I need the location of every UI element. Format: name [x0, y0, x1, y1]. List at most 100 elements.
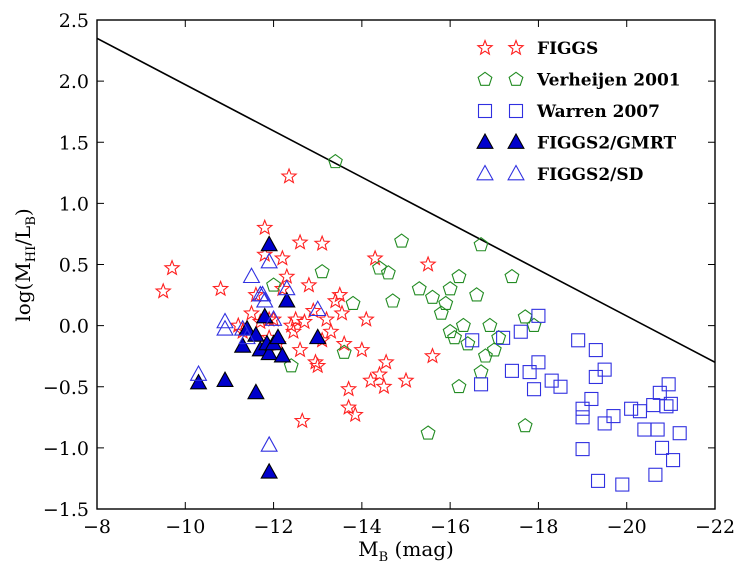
data-point [266, 277, 282, 292]
data-point [433, 305, 449, 320]
data-point [420, 425, 436, 440]
data-point [491, 329, 507, 345]
series-4 [189, 252, 327, 452]
data-point [590, 473, 606, 488]
y-axis-label: log(MHI/LB) [11, 208, 39, 321]
plot-area [97, 37, 715, 492]
data-point [284, 322, 303, 340]
x-axis-label-main: M [358, 537, 378, 561]
data-point [277, 279, 296, 296]
y-tick-label: −1.5 [43, 499, 89, 521]
data-point [504, 363, 519, 378]
data-point [473, 364, 489, 379]
x-tick-label: −16 [430, 516, 470, 538]
data-point [584, 391, 599, 407]
data-point [216, 312, 234, 329]
data-point [333, 304, 351, 321]
data-point [650, 422, 665, 437]
y-tick-label: 0.5 [59, 255, 89, 277]
data-point [313, 234, 331, 252]
data-point [340, 380, 358, 397]
data-point [366, 249, 384, 266]
legend-label: Warren 2007 [536, 102, 660, 122]
data-point [648, 467, 663, 482]
y-axis-label-end: ) [11, 208, 35, 216]
legend-label: FIGGS2/SD [537, 165, 644, 185]
data-point [606, 409, 621, 424]
x-tick-label: −20 [607, 516, 647, 538]
data-point [447, 329, 463, 345]
data-point [314, 263, 330, 279]
data-point [353, 341, 371, 358]
data-point [517, 417, 533, 433]
data-point [189, 364, 208, 381]
data-point [477, 348, 493, 363]
data-point [331, 286, 349, 303]
x-tick-label: −10 [165, 516, 205, 538]
data-point [372, 260, 388, 275]
data-point [345, 295, 361, 310]
data-point [336, 344, 352, 359]
legend-marker [477, 71, 493, 86]
legend-entry-4: FIGGS2/SD [476, 164, 644, 185]
series-2 [465, 308, 687, 492]
data-point [654, 440, 670, 455]
data-point [242, 304, 261, 321]
reference-line [97, 37, 715, 364]
data-point [465, 333, 480, 348]
y-tick-label: 1.5 [59, 132, 89, 154]
data-point [306, 353, 325, 370]
data-point [256, 245, 274, 263]
data-point [293, 411, 311, 429]
data-point [287, 310, 305, 327]
data-point [212, 279, 230, 297]
legend-marker [507, 38, 525, 56]
data-point [571, 333, 586, 348]
legend-entry-2: Warren 2007 [477, 102, 660, 122]
data-point [308, 328, 327, 345]
x-axis-label-sub: B [379, 550, 389, 565]
data-point [661, 377, 676, 392]
legend-marker [476, 38, 494, 56]
x-axis-label-unit: (mag) [388, 537, 454, 561]
data-point [242, 267, 261, 284]
data-point [455, 317, 471, 333]
x-tick-label: −8 [83, 516, 111, 538]
data-point [504, 268, 520, 284]
data-point [317, 310, 336, 327]
legend-entry-3: FIGGS2/GMRT [476, 132, 677, 154]
data-point [216, 371, 234, 387]
data-point [473, 377, 489, 392]
x-tick-label: −14 [342, 516, 382, 538]
data-point [575, 442, 590, 457]
data-point [247, 383, 265, 400]
data-point [256, 218, 274, 236]
data-point [663, 396, 678, 411]
legend-marker [508, 71, 524, 86]
y-tick-label: 1.0 [59, 193, 89, 215]
data-point [260, 235, 278, 252]
data-point [496, 330, 511, 345]
y-tick-label: 0.0 [59, 316, 89, 338]
data-point [442, 323, 458, 339]
data-point [419, 255, 437, 272]
data-point [370, 365, 389, 382]
data-point [291, 341, 309, 358]
legend-marker [476, 132, 494, 149]
data-point [531, 355, 546, 370]
data-point [309, 356, 327, 374]
data-point [163, 259, 181, 276]
data-point [154, 282, 172, 299]
data-point [308, 300, 327, 317]
data-point [380, 265, 396, 280]
data-point [375, 377, 393, 395]
data-point [260, 435, 278, 452]
data-point [460, 336, 476, 351]
data-point [423, 347, 442, 364]
data-point [295, 312, 314, 330]
data-point [672, 426, 687, 441]
data-point [357, 310, 375, 327]
data-point [233, 336, 252, 353]
data-point [666, 453, 681, 468]
legend-marker [477, 103, 493, 119]
